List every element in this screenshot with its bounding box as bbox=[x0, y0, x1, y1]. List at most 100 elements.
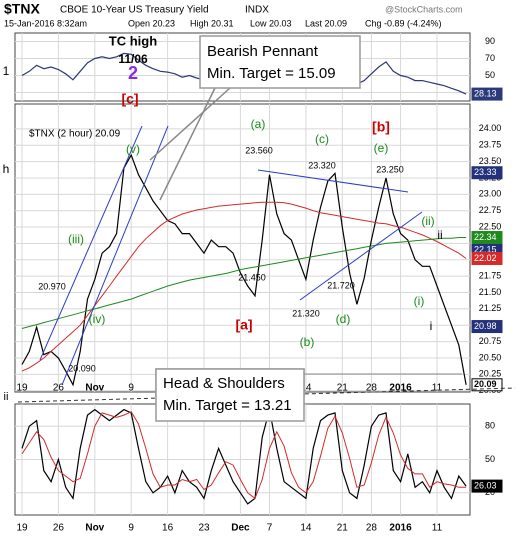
annotation: [c] bbox=[121, 91, 138, 107]
x-tick-label: 11 bbox=[432, 523, 443, 534]
trendlines bbox=[39, 125, 423, 386]
symbol: $TNX bbox=[4, 1, 40, 17]
x-tick-label: 19 bbox=[16, 523, 28, 534]
value-tag bbox=[471, 320, 503, 334]
x-tick-label: 28 bbox=[366, 523, 378, 534]
y-tick-label: 80 bbox=[485, 421, 495, 431]
annotation: (a) bbox=[251, 117, 266, 131]
y-tick-label: 22.50 bbox=[479, 221, 502, 231]
annotation: ii bbox=[4, 391, 9, 403]
annotation: (iii) bbox=[68, 232, 84, 246]
pennant-callout: Bearish Pennant Min. Target = 15.09 bbox=[149, 35, 361, 201]
y-tick-label: 70 bbox=[485, 53, 495, 63]
x-tick-label: 9 bbox=[128, 523, 134, 534]
value-tag-label: 23.33 bbox=[474, 167, 497, 177]
value-tag bbox=[471, 479, 503, 493]
instrument-name: CBOE 10-Year US Treasury Yield bbox=[60, 5, 209, 16]
annotation: (iv) bbox=[89, 312, 106, 326]
annotation: ii bbox=[437, 228, 442, 242]
x-tick-label: 14 bbox=[300, 383, 312, 394]
annotation: (e) bbox=[374, 141, 389, 155]
value-tag bbox=[471, 378, 503, 392]
annotation: 21.720 bbox=[327, 280, 355, 290]
y-tick-label: 22.75 bbox=[479, 205, 502, 215]
y-tick-label: 20.25 bbox=[479, 369, 502, 379]
x-tick-label: 26 bbox=[53, 523, 65, 534]
y-tick-label: 23.75 bbox=[479, 140, 502, 150]
value-tag bbox=[471, 87, 503, 101]
low: Low 20.03 bbox=[250, 18, 292, 28]
x-tick-label: 9 bbox=[128, 383, 134, 394]
annotation: (i) bbox=[414, 294, 425, 308]
x-tick-label: 26 bbox=[53, 383, 65, 394]
value-tag-label: 26.03 bbox=[474, 480, 497, 490]
annotation: 20.090 bbox=[68, 363, 96, 373]
panel-frame bbox=[14, 103, 471, 393]
x-tick-label: Nov bbox=[85, 523, 104, 534]
annotation: 21.320 bbox=[292, 308, 320, 318]
x-tick-label: 28 bbox=[366, 383, 378, 394]
hs-callout: Head & Shoulders Min. Target = 13.21 bbox=[155, 368, 462, 422]
annotation: TC high bbox=[109, 33, 157, 48]
x-tick-label: 23 bbox=[198, 523, 210, 534]
value-tag-label: 28.13 bbox=[474, 88, 497, 98]
annotation: 21.450 bbox=[238, 272, 266, 282]
x-tick-label: 11 bbox=[432, 383, 443, 394]
callout-title: Bearish Pennant bbox=[207, 43, 319, 60]
y-tick-label: 23.00 bbox=[479, 189, 502, 199]
annotation: 23.560 bbox=[245, 145, 273, 155]
change: Chg -0.89 (-4.24%) bbox=[365, 18, 442, 28]
x-tick-label: 16 bbox=[162, 523, 174, 534]
value-tag-label: 22.15 bbox=[474, 244, 497, 254]
annotation: i bbox=[430, 319, 433, 333]
x-tick-label: Nov bbox=[85, 383, 104, 394]
y-tick-label: 90 bbox=[485, 36, 495, 46]
y-tick-label: 21.25 bbox=[479, 303, 502, 313]
value-tag bbox=[471, 251, 503, 265]
annotation: 20.970 bbox=[38, 281, 66, 291]
annotation: [b] bbox=[372, 119, 390, 135]
callout-title: Head & Shoulders bbox=[163, 375, 285, 392]
y-tick-label: 24.00 bbox=[479, 123, 502, 133]
last: Last 20.09 bbox=[305, 18, 347, 28]
callout-text: Min. Target = 15.09 bbox=[207, 65, 336, 82]
y-tick-label: 23.50 bbox=[479, 156, 502, 166]
series-line bbox=[21, 237, 467, 329]
annotation: (ii) bbox=[421, 214, 434, 228]
annotation: h bbox=[3, 162, 10, 176]
x-tick-label: 21 bbox=[337, 383, 349, 394]
annotation: (d) bbox=[336, 312, 351, 326]
annotation: (c) bbox=[315, 132, 329, 146]
callout-text: Min. Target = 13.21 bbox=[163, 397, 292, 414]
annotation: [a] bbox=[235, 317, 252, 333]
y-tick-label: 50 bbox=[485, 454, 495, 464]
annotation: 2 bbox=[128, 63, 138, 83]
x-tick-label: 7 bbox=[267, 523, 273, 534]
annotation: (b) bbox=[300, 335, 315, 349]
legend: $TNX (2 hour) 20.09 bbox=[29, 129, 121, 140]
value-tag-label: 20.98 bbox=[474, 321, 497, 331]
annotation: 1 bbox=[3, 64, 10, 78]
exchange: INDX bbox=[245, 5, 269, 16]
value-tag-label: 20.09 bbox=[474, 379, 497, 389]
annotation: (v) bbox=[126, 142, 140, 156]
series-line bbox=[21, 153, 467, 387]
value-tag-label: 22.02 bbox=[474, 253, 497, 263]
high: High 20.31 bbox=[190, 18, 234, 28]
x-tick-label: 2016 bbox=[389, 383, 412, 394]
y-tick-label: 50 bbox=[485, 70, 495, 80]
y-tick-label: 21.50 bbox=[479, 287, 502, 297]
datetime: 15-Jan-2016 8:32am bbox=[4, 18, 87, 28]
x-tick-label: 21 bbox=[337, 523, 349, 534]
annotation: 23.320 bbox=[308, 160, 336, 170]
value-tag bbox=[471, 166, 503, 180]
x-tick-label: 2016 bbox=[389, 523, 412, 534]
series-line bbox=[21, 201, 467, 372]
annotation: 11/06 bbox=[118, 52, 148, 66]
x-tick-label: Dec bbox=[231, 523, 250, 534]
panels: 9070503028.1320.0020.2520.5020.7521.0021… bbox=[14, 32, 503, 534]
y-tick-label: 21.75 bbox=[479, 271, 502, 281]
y-tick-label: 20.75 bbox=[479, 336, 502, 346]
annotation: 23.250 bbox=[376, 164, 404, 174]
